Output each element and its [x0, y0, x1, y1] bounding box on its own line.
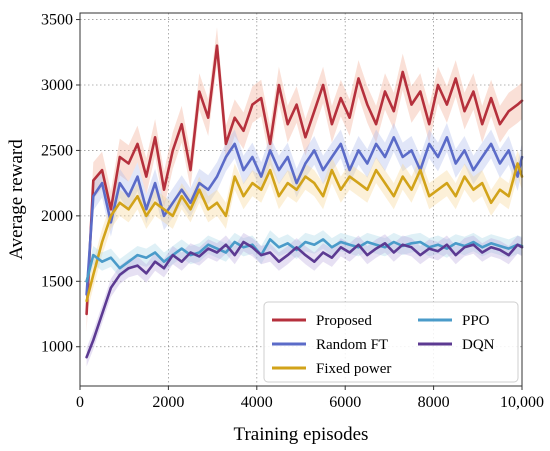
series-line-dqn: [85, 240, 524, 359]
series-line-fixed-power: [85, 162, 524, 303]
legend-label-proposed: Proposed: [316, 313, 372, 329]
axis-ticks: 0 2000 4000 6000 8000 10,000 1000 1500 2000 2500 3…: [41, 12, 544, 411]
y-tick-label: 3500: [41, 12, 73, 29]
x-tick-label: 4000: [241, 394, 273, 411]
x-tick-label: 10,000: [500, 394, 544, 411]
series-line-ppo: [85, 238, 524, 283]
y-axis-title: Average reward: [6, 139, 27, 260]
y-tick-label: 1500: [41, 273, 73, 290]
plot-frame: [79, 12, 523, 387]
legend: Proposed Random FT Fixed power PPO DQN: [263, 301, 519, 383]
y-tick-label: 2500: [41, 142, 73, 159]
legend-box: [263, 301, 519, 383]
y-tick-label: 2000: [41, 208, 73, 225]
y-tick-label: 1000: [41, 339, 73, 356]
x-tick-label: 6000: [329, 394, 361, 411]
x-tick-label: 0: [76, 394, 84, 411]
y-tick-label: 3000: [41, 77, 73, 94]
legend-label-random-ft: Random FT: [316, 337, 388, 353]
band-ppo: [86, 230, 522, 291]
x-tick-label: 2000: [152, 394, 184, 411]
x-axis-title: Training episodes: [234, 424, 369, 445]
series-line-random-ft: [85, 136, 524, 296]
legend-label-fixed-power: Fixed power: [316, 361, 391, 377]
legend-label-ppo: PPO: [462, 313, 490, 329]
x-tick-label: 8000: [418, 394, 450, 411]
legend-label-dqn: DQN: [462, 337, 495, 353]
series-line-proposed: [85, 44, 524, 316]
series-lines: [85, 44, 524, 359]
